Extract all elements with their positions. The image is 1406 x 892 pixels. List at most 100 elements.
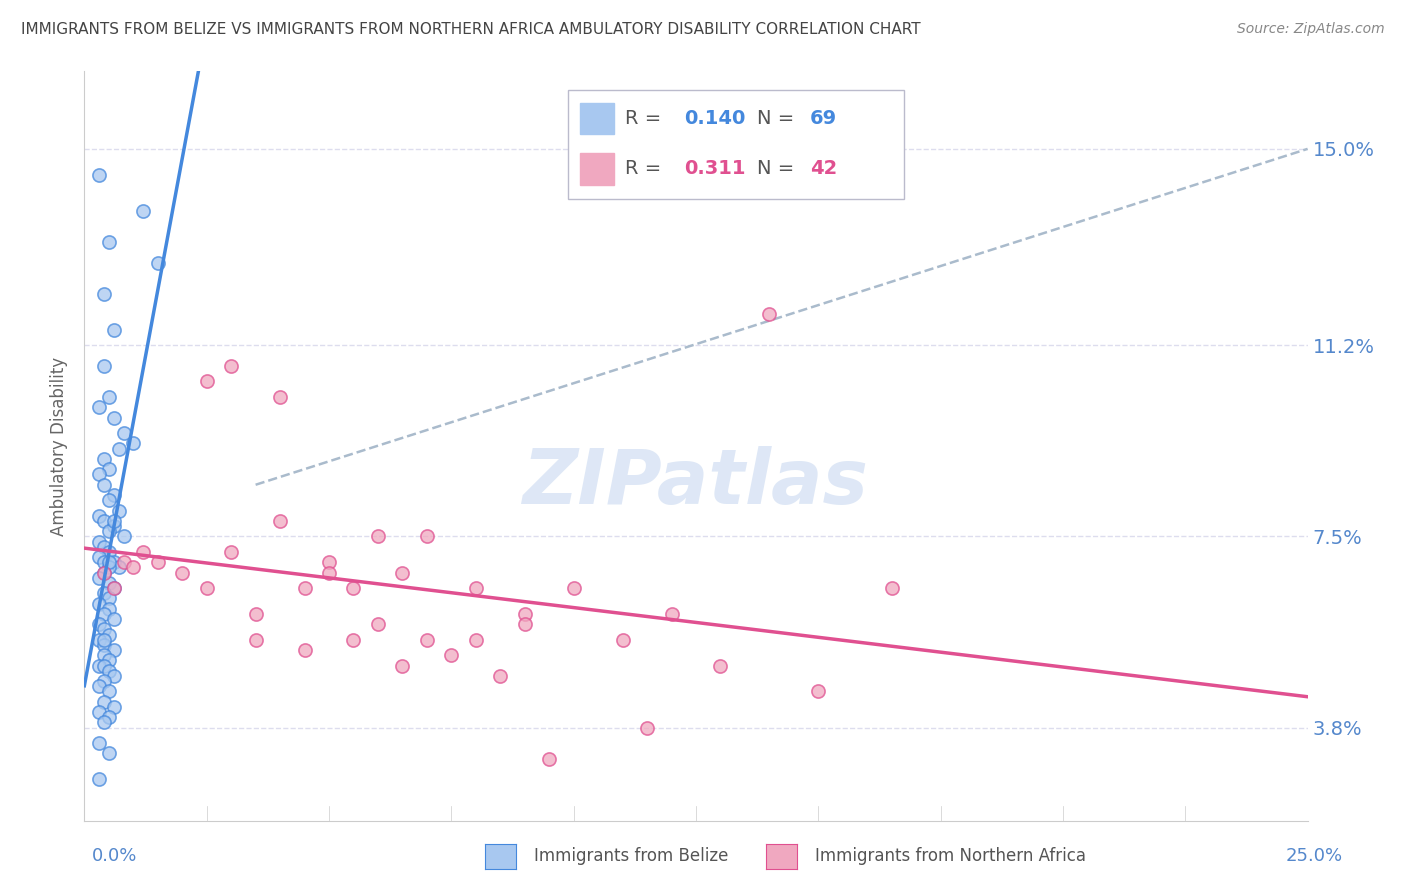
Point xyxy=(513,607,536,621)
Point xyxy=(103,519,125,533)
Point xyxy=(269,390,291,404)
Point xyxy=(87,467,110,482)
Point xyxy=(93,632,115,647)
Point xyxy=(97,710,120,724)
Point xyxy=(103,488,125,502)
Point xyxy=(103,581,125,595)
Point xyxy=(107,560,129,574)
Point xyxy=(122,560,145,574)
Point xyxy=(93,566,115,580)
Text: 69: 69 xyxy=(810,109,837,128)
Text: R =: R = xyxy=(626,160,668,178)
Point xyxy=(103,410,125,425)
Point xyxy=(709,658,731,673)
Text: 25.0%: 25.0% xyxy=(1285,847,1343,865)
Text: 0.140: 0.140 xyxy=(683,109,745,128)
Point xyxy=(112,426,135,441)
Point xyxy=(758,307,780,321)
Point xyxy=(87,168,110,182)
Point xyxy=(93,566,115,580)
Text: Immigrants from Northern Africa: Immigrants from Northern Africa xyxy=(815,847,1087,865)
Point xyxy=(93,286,115,301)
Point xyxy=(87,772,110,787)
Point xyxy=(97,545,120,559)
Point xyxy=(93,648,115,663)
Point xyxy=(342,581,364,595)
Point xyxy=(661,607,683,621)
Point xyxy=(416,529,439,543)
Point xyxy=(172,566,194,580)
Point xyxy=(97,555,120,569)
Point xyxy=(513,617,536,632)
Point xyxy=(464,632,486,647)
Point xyxy=(146,555,169,569)
Point xyxy=(93,540,115,554)
Point xyxy=(112,555,135,569)
Point xyxy=(93,359,115,373)
FancyBboxPatch shape xyxy=(579,153,614,185)
Point xyxy=(93,658,115,673)
Point xyxy=(87,597,110,611)
Point xyxy=(294,581,316,595)
Point xyxy=(87,534,110,549)
Point xyxy=(87,658,110,673)
Point xyxy=(87,736,110,750)
Point xyxy=(87,508,110,523)
Text: N =: N = xyxy=(758,160,800,178)
Point xyxy=(103,669,125,683)
Point xyxy=(219,545,242,559)
Point xyxy=(195,375,218,389)
Point xyxy=(107,442,129,456)
Point xyxy=(97,601,120,615)
Point xyxy=(97,524,120,539)
Point xyxy=(93,477,115,491)
Point xyxy=(87,632,110,647)
Point xyxy=(367,617,389,632)
Point xyxy=(245,632,267,647)
Point xyxy=(93,638,115,652)
Point xyxy=(294,643,316,657)
Point xyxy=(107,503,129,517)
Point xyxy=(880,581,903,595)
Text: 0.311: 0.311 xyxy=(683,160,745,178)
Point xyxy=(93,555,115,569)
Point xyxy=(538,751,561,765)
Text: R =: R = xyxy=(626,109,668,128)
Point xyxy=(97,653,120,667)
Point xyxy=(103,581,125,595)
Point xyxy=(87,679,110,693)
Point xyxy=(93,451,115,466)
Text: Source: ZipAtlas.com: Source: ZipAtlas.com xyxy=(1237,22,1385,37)
Point xyxy=(269,514,291,528)
Point xyxy=(93,674,115,689)
Point xyxy=(87,617,110,632)
Point xyxy=(93,623,115,637)
Point xyxy=(97,390,120,404)
Text: 0.0%: 0.0% xyxy=(91,847,136,865)
Text: ZIPatlas: ZIPatlas xyxy=(523,447,869,520)
Point xyxy=(612,632,634,647)
Point xyxy=(87,705,110,719)
Point xyxy=(342,632,364,647)
Point xyxy=(636,721,658,735)
Point xyxy=(146,255,169,269)
Text: 42: 42 xyxy=(810,160,837,178)
Point xyxy=(87,571,110,585)
Point xyxy=(391,566,413,580)
Text: N =: N = xyxy=(758,109,800,128)
FancyBboxPatch shape xyxy=(579,103,614,135)
Point xyxy=(87,550,110,565)
Point xyxy=(103,643,125,657)
Point xyxy=(97,684,120,698)
Point xyxy=(464,581,486,595)
Point xyxy=(122,436,145,450)
Point xyxy=(87,401,110,415)
Text: IMMIGRANTS FROM BELIZE VS IMMIGRANTS FROM NORTHERN AFRICA AMBULATORY DISABILITY : IMMIGRANTS FROM BELIZE VS IMMIGRANTS FRO… xyxy=(21,22,921,37)
Point xyxy=(93,607,115,621)
Text: Immigrants from Belize: Immigrants from Belize xyxy=(534,847,728,865)
Point xyxy=(93,715,115,730)
Point xyxy=(318,566,340,580)
Point xyxy=(367,529,389,543)
Point xyxy=(219,359,242,373)
Point xyxy=(97,493,120,508)
